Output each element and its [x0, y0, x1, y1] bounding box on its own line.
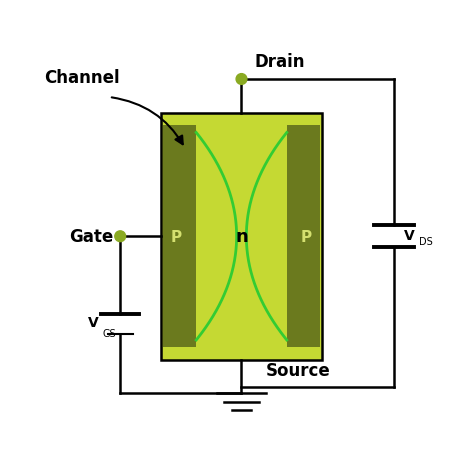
Text: Source: Source: [266, 361, 331, 379]
Text: Drain: Drain: [255, 53, 305, 71]
Bar: [163, 126, 196, 348]
Text: GS: GS: [102, 329, 116, 339]
Bar: [161, 114, 322, 360]
Text: P: P: [171, 229, 182, 244]
Circle shape: [115, 231, 126, 242]
Text: Channel: Channel: [44, 69, 119, 87]
Bar: [161, 114, 322, 360]
Text: P: P: [301, 229, 312, 244]
Text: V: V: [88, 316, 99, 330]
Text: DS: DS: [419, 236, 433, 246]
Text: V: V: [404, 229, 415, 243]
Text: Gate: Gate: [69, 228, 113, 246]
Bar: [287, 126, 320, 348]
FancyArrowPatch shape: [112, 98, 183, 145]
Circle shape: [236, 74, 247, 85]
Text: n: n: [235, 228, 248, 246]
